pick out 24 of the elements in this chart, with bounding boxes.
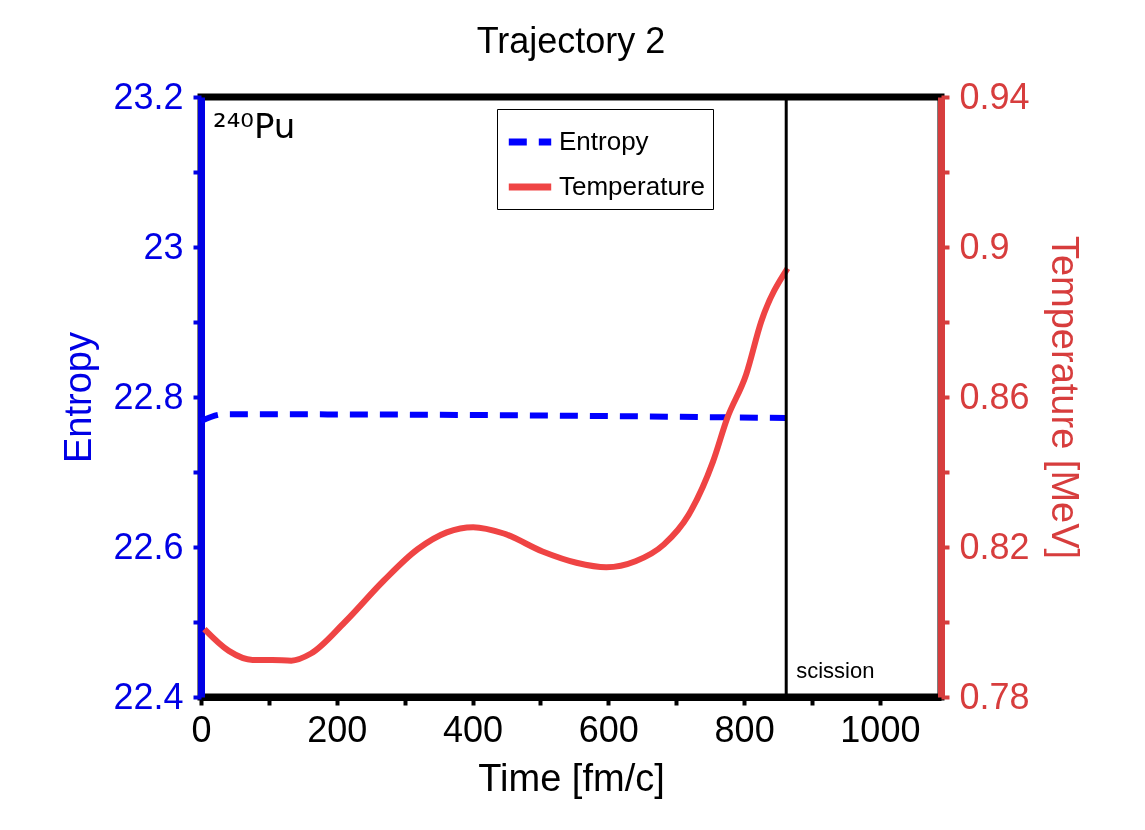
x-tick-label: 0 [191,708,212,750]
y-tick-label: 22.8 [113,375,184,417]
x-tick-label: 400 [443,708,504,750]
annotation: ²⁴⁰Pu [213,106,296,146]
y2-tick-label: 0.82 [959,525,1030,567]
ref-line-label: scission [796,658,875,683]
chart-title: Trajectory 2 [476,20,666,61]
x-tick-label: 600 [578,708,639,750]
y2-tick-label: 0.9 [959,225,1010,267]
legend-label: Entropy [559,126,649,156]
x-tick-label: 200 [307,708,368,750]
y2-tick-label: 0.78 [959,675,1030,717]
y-tick-label: 23.2 [113,75,184,117]
x-tick-label: 800 [714,708,775,750]
y-tick-label: 23 [143,225,184,267]
y-tick-label: 22.6 [113,525,184,567]
legend-label: Temperature [559,171,705,201]
x-tick-label: 1000 [840,708,921,750]
y-axis-title: Entropy [57,332,100,463]
y2-axis-title: Temperature [MeV] [1043,235,1086,560]
x-axis-title: Time [fm/c] [478,756,665,799]
y2-tick-label: 0.94 [959,75,1030,117]
y2-tick-label: 0.86 [959,375,1030,417]
y-tick-label: 22.4 [113,675,184,717]
